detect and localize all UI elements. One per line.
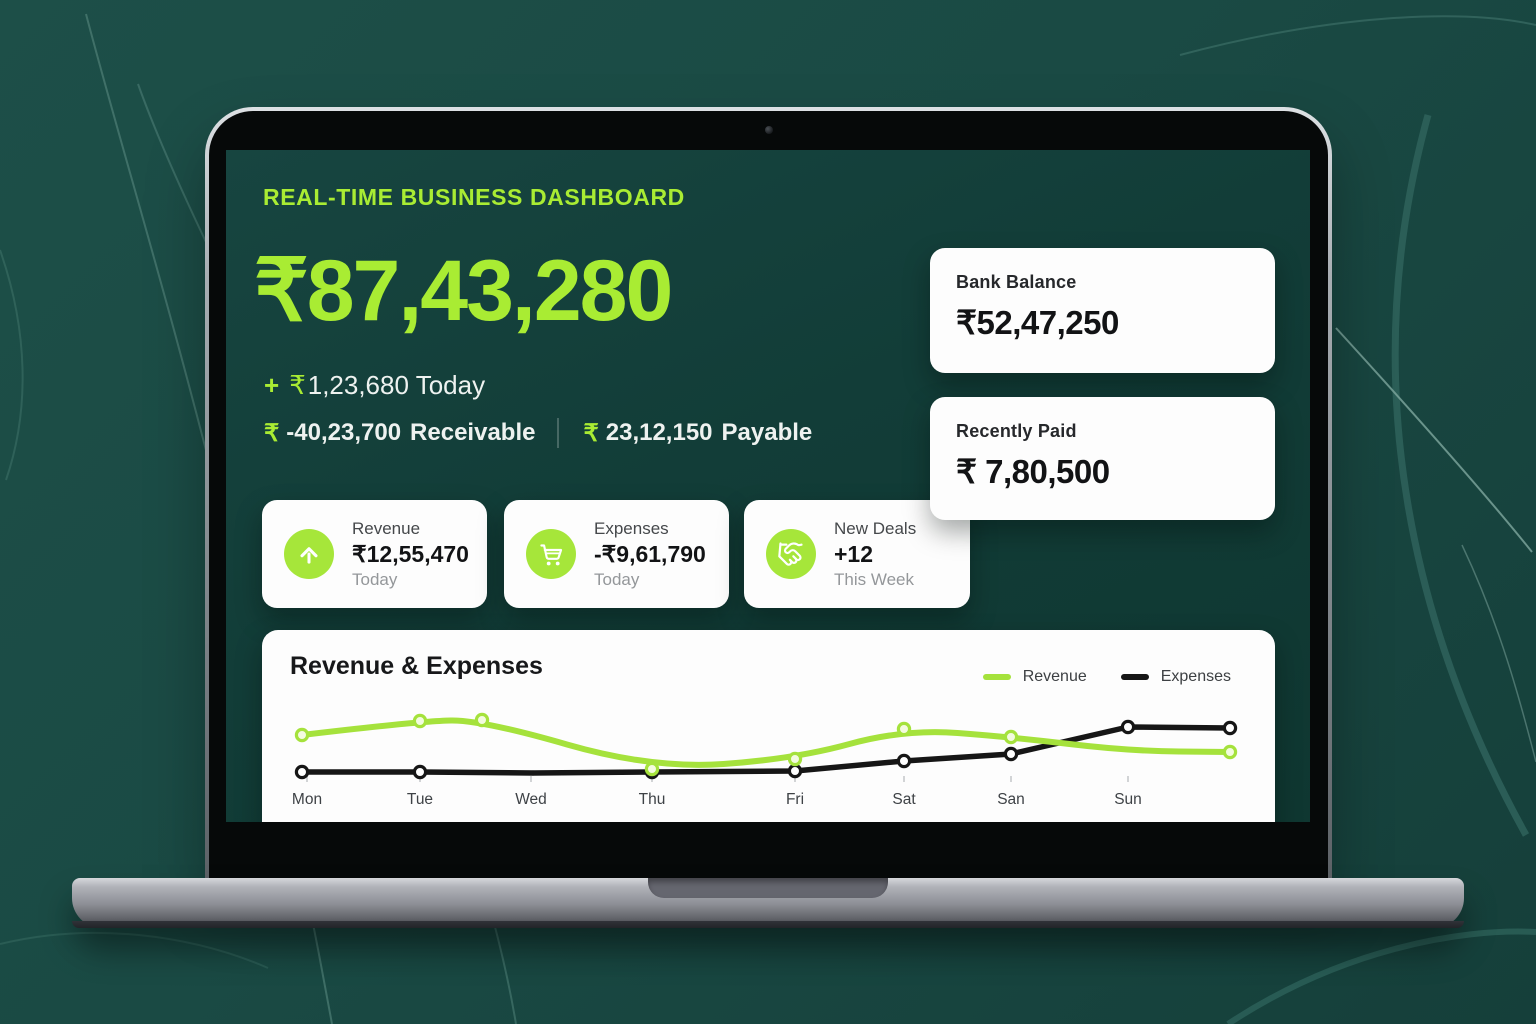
stat-label: New Deals	[834, 518, 917, 538]
expenses-line	[299, 724, 1233, 776]
legend-item-expenses[interactable]: Expenses	[1120, 668, 1231, 686]
stat-value: +12	[834, 541, 874, 568]
revenue-data-point	[644, 761, 660, 777]
stat-sub: This Week	[834, 569, 914, 589]
laptop-base	[72, 878, 1464, 928]
rupee-icon: ₹	[289, 370, 306, 400]
card-value: ₹52,47,250	[956, 304, 1119, 341]
revenue-data-point	[474, 712, 490, 728]
rupee-icon: ₹	[264, 419, 280, 447]
x-axis-label: Thu	[639, 791, 666, 808]
expenses-data-point	[1222, 720, 1238, 736]
expenses-data-point	[896, 753, 912, 769]
dashboard-screen: REAL-TIME BUSINESS DASHBOARD ₹87,43,280 …	[226, 150, 1310, 822]
revenue-dash-icon	[982, 674, 1011, 680]
cart-icon	[539, 543, 562, 565]
revenue-data-point	[1003, 729, 1019, 745]
expenses-data-point	[1120, 719, 1136, 735]
stat-label: Revenue	[352, 518, 421, 538]
card-value: ₹ 7,80,500	[956, 453, 1110, 490]
new-deals-icon-circle	[766, 529, 816, 579]
payable-amount: 23,12,150	[605, 419, 713, 446]
expenses-data-point	[294, 764, 310, 780]
stat-card-revenue[interactable]: Revenue ₹12,55,470 Today	[262, 500, 487, 608]
x-axis-label: Sun	[1114, 791, 1142, 808]
legend-label: Revenue	[1022, 668, 1087, 685]
stat-card-expenses[interactable]: Expenses -₹9,61,790 Today	[504, 500, 729, 608]
revenue-data-point	[787, 751, 803, 767]
expenses-data-point	[412, 764, 428, 780]
recently-paid-card[interactable]: Recently Paid ₹ 7,80,500	[930, 397, 1275, 520]
expenses-dash-icon	[1120, 674, 1149, 680]
chart-card: Revenue & Expenses Revenue Expenses Mon T…	[262, 630, 1275, 822]
stat-label: Expenses	[594, 518, 669, 538]
x-axis-label: Wed	[515, 791, 547, 808]
stat-sub: Today	[594, 569, 640, 589]
x-axis-label: Mon	[292, 791, 322, 808]
revenue-icon-circle	[284, 529, 334, 579]
receivable-amount: -40,23,700	[286, 419, 402, 446]
expenses-data-point	[530, 770, 536, 776]
today-change: + ₹1,23,680 Today	[264, 370, 485, 401]
stat-value: ₹12,55,470	[352, 541, 469, 568]
x-axis-label: Tue	[407, 791, 433, 808]
base-notch	[648, 878, 888, 898]
revenue-expenses-chart: Mon Tue Wed Thu Fri Sat San Sun	[292, 712, 1238, 808]
plus-sign: +	[264, 370, 280, 400]
legend-label: Expenses	[1160, 668, 1231, 685]
revenue-data-point	[294, 727, 310, 743]
today-change-text: 1,23,680 Today	[307, 370, 486, 400]
payable-group: ₹ 23,12,150 Payable	[583, 419, 812, 448]
revenue-data-point	[412, 713, 428, 729]
stat-sub: Today	[352, 569, 398, 589]
receivable-label: Receivable	[410, 419, 536, 446]
stat-value: -₹9,61,790	[594, 541, 706, 568]
receivable-payable-row: ₹ -40,23,700 Receivable ₹ 23,12,150 Paya…	[264, 418, 812, 448]
chart-title: Revenue & Expenses	[290, 652, 543, 680]
chart-legend: Revenue Expenses	[982, 668, 1231, 686]
arrow-up-icon	[300, 547, 318, 564]
stat-card-new-deals[interactable]: New Deals +12 This Week	[744, 500, 970, 608]
rupee-icon: ₹	[583, 419, 599, 447]
legend-item-revenue[interactable]: Revenue	[982, 668, 1087, 686]
total-balance-amount: ₹87,43,280	[254, 243, 673, 339]
bank-balance-card[interactable]: Bank Balance ₹52,47,250	[930, 248, 1275, 373]
receivable-group: ₹ -40,23,700 Receivable	[264, 419, 535, 448]
x-axis-label: San	[997, 791, 1025, 808]
payable-label: Payable	[721, 419, 813, 446]
revenue-data-point	[1222, 744, 1238, 760]
laptop-screen-bezel: REAL-TIME BUSINESS DASHBOARD ₹87,43,280 …	[209, 111, 1328, 878]
card-title: Bank Balance	[956, 272, 1077, 292]
laptop: REAL-TIME BUSINESS DASHBOARD ₹87,43,280 …	[205, 107, 1332, 882]
page-title: REAL-TIME BUSINESS DASHBOARD	[263, 184, 685, 210]
expenses-data-point	[1003, 746, 1019, 762]
expenses-data-point	[787, 763, 803, 779]
webcam-icon	[764, 126, 773, 134]
handshake-icon	[778, 542, 803, 566]
revenue-line	[299, 717, 1233, 768]
expenses-icon-circle	[526, 529, 576, 579]
card-title: Recently Paid	[956, 421, 1077, 441]
vertical-divider	[557, 418, 560, 448]
revenue-data-point	[896, 721, 912, 737]
x-axis-label: Fri	[786, 791, 804, 808]
x-axis-label: Sat	[892, 791, 916, 808]
